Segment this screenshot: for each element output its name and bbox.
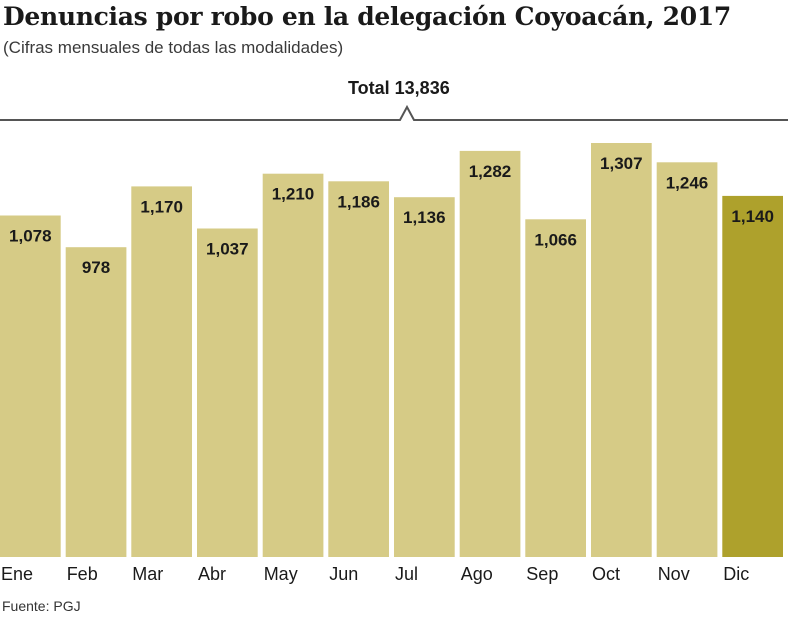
source-note: Fuente: PGJ bbox=[2, 598, 81, 614]
value-label-oct: 1,307 bbox=[600, 154, 643, 173]
chart-title: Denuncias por robo en la delegación Coyo… bbox=[3, 2, 732, 31]
bar-ene bbox=[0, 215, 61, 557]
x-tick-label-oct: Oct bbox=[592, 564, 620, 584]
x-tick-label-may: May bbox=[264, 564, 298, 584]
total-label: Total 13,836 bbox=[348, 78, 450, 98]
bars-group: 1,078 Ene 978 Feb 1,170 Mar 1,037 Abr 1,210 May 1,… bbox=[0, 143, 783, 584]
value-label-feb: 978 bbox=[82, 258, 110, 277]
bar-ago bbox=[459, 150, 521, 557]
value-label-nov: 1,246 bbox=[666, 173, 709, 192]
x-tick-label-jun: Jun bbox=[329, 564, 358, 584]
bar-dic bbox=[722, 195, 783, 557]
x-tick-label-ene: Ene bbox=[1, 564, 33, 584]
bar-jul bbox=[394, 197, 455, 557]
value-label-abr: 1,037 bbox=[206, 240, 249, 259]
x-tick-label-mar: Mar bbox=[132, 564, 163, 584]
bar-abr bbox=[197, 228, 258, 557]
value-label-may: 1,210 bbox=[272, 185, 315, 204]
x-tick-label-jul: Jul bbox=[395, 564, 418, 584]
chart-subtitle: (Cifras mensuales de todas las modalidad… bbox=[3, 38, 344, 57]
x-tick-label-nov: Nov bbox=[658, 564, 690, 584]
total-bracket bbox=[0, 104, 788, 121]
value-label-jun: 1,186 bbox=[337, 192, 380, 211]
x-tick-label-sep: Sep bbox=[526, 564, 558, 584]
value-label-ago: 1,282 bbox=[469, 162, 512, 181]
bar-nov bbox=[656, 162, 718, 558]
bar-oct bbox=[591, 143, 652, 557]
x-tick-label-dic: Dic bbox=[723, 564, 749, 584]
bar-may bbox=[262, 173, 324, 557]
x-tick-label-abr: Abr bbox=[198, 564, 226, 584]
bar-mar bbox=[131, 186, 192, 557]
value-label-jul: 1,136 bbox=[403, 208, 446, 227]
bar-feb bbox=[65, 247, 127, 557]
value-label-mar: 1,170 bbox=[140, 197, 183, 216]
value-label-ene: 1,078 bbox=[9, 227, 52, 246]
x-tick-label-feb: Feb bbox=[67, 564, 98, 584]
value-label-sep: 1,066 bbox=[534, 230, 577, 249]
x-tick-label-ago: Ago bbox=[461, 564, 493, 584]
bar-sep bbox=[525, 219, 586, 558]
value-label-dic: 1,140 bbox=[731, 207, 774, 226]
bar-jun bbox=[328, 181, 389, 558]
